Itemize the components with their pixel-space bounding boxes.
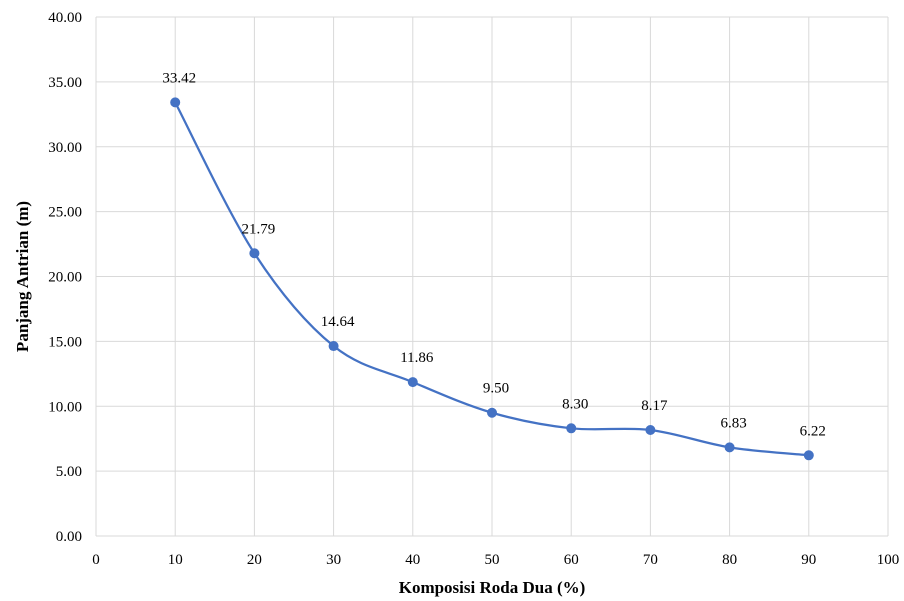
x-tick-label: 70 xyxy=(643,552,658,568)
x-axis-title: Komposisi Roda Dua (%) xyxy=(399,578,586,597)
x-tick-label: 90 xyxy=(801,552,816,568)
x-axis-tick-labels: 0 10 20 30 40 50 60 70 80 90 100 xyxy=(92,552,899,568)
data-point xyxy=(249,248,260,259)
y-axis-title: Panjang Antrian (m) xyxy=(13,201,32,352)
data-point xyxy=(724,442,735,453)
data-point xyxy=(170,97,181,108)
grid xyxy=(95,16,889,537)
y-axis-tick-labels: 0.00 5.00 10.00 15.00 20.00 25.00 30.00 35.00 40… xyxy=(48,10,82,545)
data-label: 21.79 xyxy=(242,221,276,237)
data-label: 33.42 xyxy=(162,70,196,86)
y-tick-label: 35.00 xyxy=(48,75,82,91)
data-point xyxy=(566,423,577,434)
data-label: 11.86 xyxy=(400,350,434,366)
y-tick-label: 20.00 xyxy=(48,270,82,286)
x-tick-label: 0 xyxy=(92,552,100,568)
y-tick-label: 5.00 xyxy=(56,464,82,480)
y-tick-label: 15.00 xyxy=(48,334,82,350)
data-point xyxy=(328,341,339,352)
y-tick-label: 40.00 xyxy=(48,10,82,26)
x-tick-label: 40 xyxy=(405,552,420,568)
x-tick-label: 80 xyxy=(722,552,737,568)
series xyxy=(170,97,814,461)
x-tick-label: 10 xyxy=(168,552,183,568)
data-label: 9.50 xyxy=(483,381,509,397)
y-tick-label: 0.00 xyxy=(56,529,82,545)
y-tick-label: 25.00 xyxy=(48,205,82,221)
data-point xyxy=(803,450,814,461)
y-tick-label: 30.00 xyxy=(48,140,82,156)
data-label: 14.64 xyxy=(321,314,355,330)
data-point xyxy=(407,377,418,388)
x-tick-label: 30 xyxy=(326,552,341,568)
data-label: 6.83 xyxy=(720,415,746,431)
x-tick-label: 100 xyxy=(877,552,900,568)
data-point xyxy=(487,407,497,418)
y-tick-label: 10.00 xyxy=(48,399,82,415)
data-labels: 33.42 21.79 14.64 11.86 9.50 8.30 8.17 6.83 6.22 xyxy=(162,70,826,439)
data-label: 8.17 xyxy=(641,398,668,414)
x-tick-label: 60 xyxy=(564,552,579,568)
x-tick-label: 50 xyxy=(485,552,500,568)
data-label: 8.30 xyxy=(562,396,588,412)
data-label: 6.22 xyxy=(800,423,826,439)
x-tick-label: 20 xyxy=(247,552,262,568)
data-point xyxy=(645,424,656,435)
